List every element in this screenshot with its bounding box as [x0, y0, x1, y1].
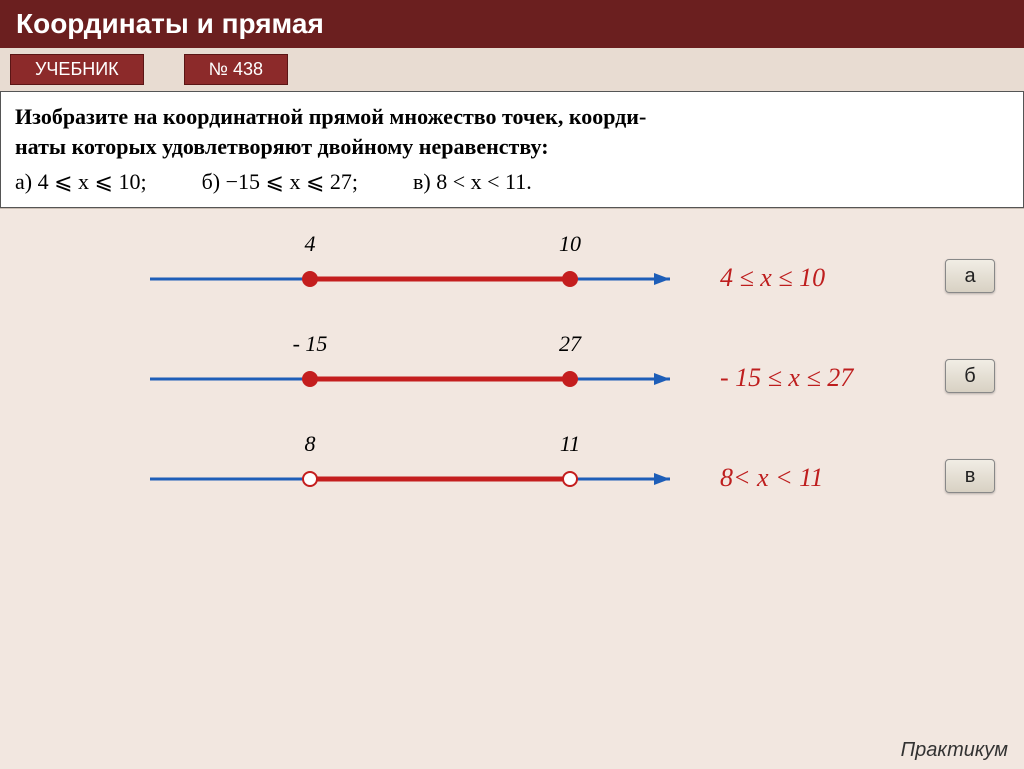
- endpoint-label-left: - 15: [293, 331, 328, 357]
- inequality-expression: - 15 ≤ x ≤ 27: [720, 363, 853, 393]
- problem-line1: Изобразите на координатной прямой множес…: [15, 102, 1009, 132]
- case-c: в) 8 < x < 11.: [413, 169, 532, 194]
- inequality-expression: 4 ≤ x ≤ 10: [720, 263, 825, 293]
- inequality-expression: 8< x < 11: [720, 463, 823, 493]
- number-line-svg: [150, 459, 690, 499]
- number-line-svg: [150, 259, 690, 299]
- problem-statement: Изобразите на координатной прямой множес…: [0, 91, 1024, 208]
- endpoint-label-left: 4: [305, 231, 316, 257]
- subheader: УЧЕБНИК № 438: [0, 48, 1024, 91]
- endpoint-label-right: 11: [560, 431, 580, 457]
- problem-line2: наты которых удовлетворяют двойному нера…: [15, 132, 1009, 162]
- diagram-area: 4 10 4 ≤ x ≤ 10 а - 15 27 - 15 ≤ x ≤ 27 б 8 11 8< …: [0, 209, 1024, 769]
- canvas-area: 4 10 4 ≤ x ≤ 10 а - 15 27 - 15 ≤ x ≤ 27 б 8 11 8< …: [0, 208, 1024, 768]
- number-line-row: 8 11 8< x < 11 в: [0, 429, 1024, 529]
- problem-cases: а) 4 ⩽ x ⩽ 10; б) −15 ⩽ x ⩽ 27; в) 8 < x…: [15, 167, 1009, 197]
- case-b: б) −15 ⩽ x ⩽ 27;: [202, 169, 358, 194]
- page-title: Координаты и прямая: [0, 0, 1024, 48]
- problem-number-pill: № 438: [184, 54, 288, 85]
- number-line-svg: [150, 359, 690, 399]
- case-a: а) 4 ⩽ x ⩽ 10;: [15, 169, 147, 194]
- textbook-pill: УЧЕБНИК: [10, 54, 144, 85]
- endpoint-label-right: 27: [559, 331, 581, 357]
- answer-button[interactable]: б: [945, 359, 995, 393]
- number-line-row: - 15 27 - 15 ≤ x ≤ 27 б: [0, 329, 1024, 429]
- answer-button[interactable]: в: [945, 459, 995, 493]
- footer-label: Практикум: [901, 739, 1008, 762]
- endpoint-label-right: 10: [559, 231, 581, 257]
- answer-button[interactable]: а: [945, 259, 995, 293]
- number-line-row: 4 10 4 ≤ x ≤ 10 а: [0, 229, 1024, 329]
- endpoint-label-left: 8: [305, 431, 316, 457]
